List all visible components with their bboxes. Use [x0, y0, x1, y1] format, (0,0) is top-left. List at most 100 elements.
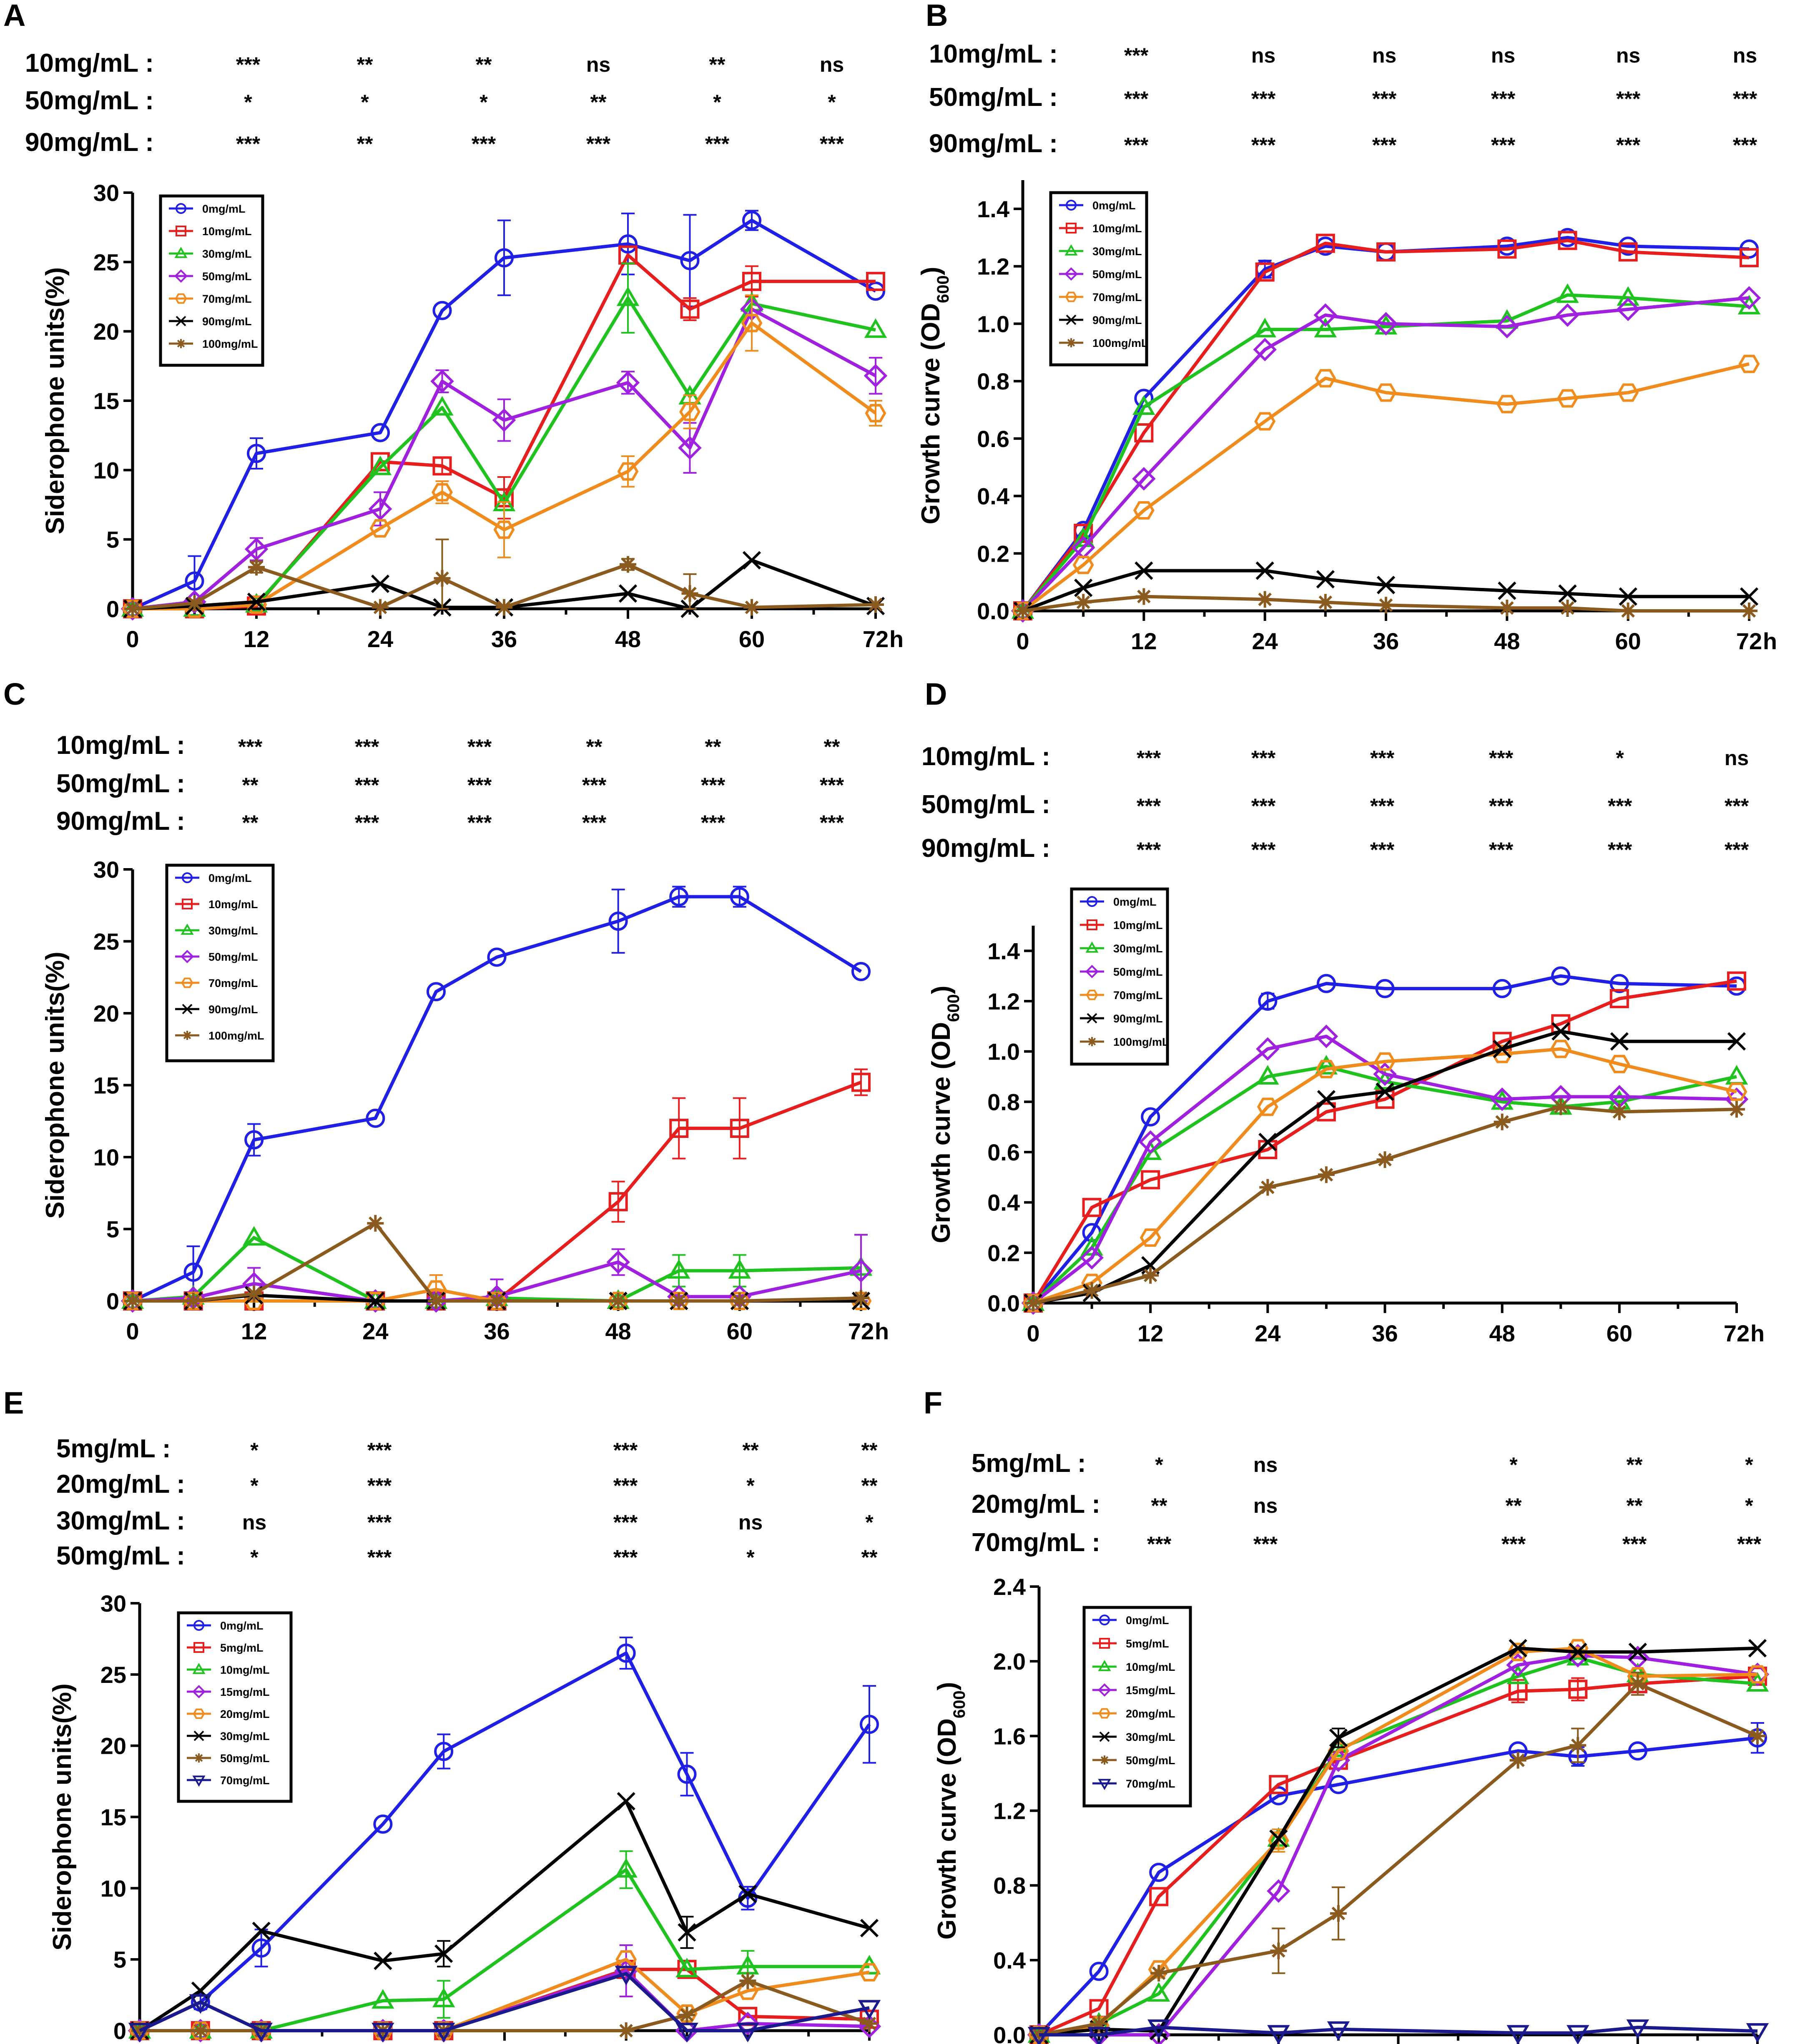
y-tick-label: 0.8: [977, 368, 1009, 394]
significance-row-label: 50mg/mL :: [929, 83, 1058, 112]
data-point: [432, 483, 453, 502]
data-point: [1556, 283, 1579, 303]
series-line: [1038, 1736, 1758, 2036]
data-point: [372, 1989, 394, 2009]
y-tick-label: 30: [93, 180, 119, 206]
data-point: [1495, 314, 1519, 339]
data-point: [1080, 1246, 1104, 1270]
data-point: [1376, 1151, 1393, 1168]
y-tick-label: 0.4: [987, 1190, 1020, 1216]
data-point: [1014, 603, 1031, 619]
y-tick-label: 0.0: [977, 598, 1009, 624]
data-point: [189, 1994, 212, 2014]
data-point: [670, 1293, 688, 1309]
data-point: [1142, 1267, 1159, 1284]
significance-mark: ***: [355, 811, 379, 834]
data-point: [743, 599, 760, 616]
data-point: [1316, 570, 1335, 589]
significance-mark: ***: [820, 811, 844, 834]
series-line: [133, 1221, 861, 1303]
significance-mark: ***: [1251, 746, 1276, 770]
y-tick-label: 5: [106, 527, 119, 553]
data-point: [1315, 234, 1335, 253]
data-point: [1376, 242, 1396, 262]
legend-label: 90mg/mL: [1113, 1012, 1163, 1025]
x-tick-label: 0: [1027, 1320, 1039, 1346]
data-point: [493, 520, 515, 539]
data-point: [1497, 239, 1517, 259]
significance-mark: ***: [236, 132, 261, 156]
legend-label: 30mg/mL: [208, 924, 258, 937]
x-tick-label: 24: [1255, 1320, 1280, 1346]
y-tick-label: 2.4: [993, 1574, 1026, 1600]
significance-mark: ***: [1491, 87, 1516, 110]
significance-mark: *: [865, 1511, 874, 1534]
legend-swatch-marker: [1100, 1755, 1109, 1765]
legend-label: 30mg/mL: [220, 1730, 270, 1743]
data-point: [606, 1250, 630, 1274]
data-point: [1255, 262, 1275, 282]
data-point: [1628, 1642, 1647, 1661]
data-point: [1256, 591, 1273, 608]
panel-B: B 10mg/mL : *** ns ns ns ns ns 50mg/mL : *** *** **…: [916, 0, 1777, 654]
data-point: [1253, 338, 1277, 362]
legend-swatch-marker: [192, 1775, 206, 1787]
data-point: [1134, 423, 1154, 443]
legend-box: [1049, 191, 1148, 367]
significance-mark: **: [705, 735, 721, 758]
data-point: [1556, 303, 1579, 327]
legend-label: 0mg/mL: [1126, 1614, 1169, 1627]
data-point: [1375, 383, 1397, 402]
data-point: [615, 1858, 638, 1878]
data-point: [616, 1643, 636, 1663]
significance-mark: ***: [1370, 838, 1395, 861]
x-tick-label: 36: [484, 1318, 510, 1344]
y-axis-title-close: ): [933, 1682, 962, 1691]
legend-label: 100mg/mL: [1113, 1036, 1169, 1048]
significance-mark: ***: [467, 773, 492, 797]
data-point: [1082, 1198, 1102, 1217]
data-point: [859, 1963, 880, 1981]
significance-mark: ns: [1725, 746, 1749, 770]
data-point: [867, 596, 884, 613]
y-axis-title-close: ): [916, 267, 945, 276]
legend-label: 90mg/mL: [202, 315, 252, 328]
significance-mark: ***: [467, 735, 492, 758]
legend-label: 10mg/mL: [202, 225, 252, 238]
significance-mark: *: [250, 1474, 259, 1497]
y-tick-label: 0.2: [987, 1240, 1020, 1266]
data-point: [617, 1792, 635, 1811]
data-point: [1746, 2023, 1769, 2043]
legend-label: 30mg/mL: [202, 248, 252, 260]
series-line: [1033, 1105, 1737, 1305]
panel-letter: D: [925, 677, 947, 711]
data-point: [1618, 242, 1638, 262]
x-tick-label: 12: [1131, 628, 1157, 654]
legend: 0mg/mL 5mg/mL 10mg/mL 15mg/mL 20mg/mL 30mg/mL…: [177, 1611, 293, 1803]
series-line: [1022, 595, 1749, 613]
y-tick-label: 20: [93, 319, 119, 345]
significance-mark: **: [861, 1439, 878, 1462]
legend-swatch-marker: [180, 949, 194, 964]
significance-mark: ***: [367, 1546, 392, 1569]
y-tick-label: 0: [106, 1288, 119, 1314]
data-point: [741, 314, 763, 332]
series-line: [140, 1968, 870, 2032]
data-point: [1619, 587, 1637, 606]
legend-label: 70mg/mL: [202, 293, 252, 305]
series-70mg/mL: [1022, 1040, 1747, 1313]
data-point: [366, 1291, 385, 1311]
significance-mark: ***: [613, 1439, 638, 1462]
legend-swatch-marker: [1085, 941, 1099, 953]
series-line: [1039, 1654, 1758, 2036]
data-point: [680, 299, 700, 319]
legend-swatch-marker: [194, 1753, 203, 1763]
significance-row-label: 90mg/mL :: [921, 834, 1050, 863]
legend: 0mg/mL 10mg/mL 30mg/mL 50mg/mL 70mg/mL 90mg/m…: [165, 864, 275, 1062]
series-line: [1039, 2026, 1758, 2036]
data-point: [736, 2023, 759, 2042]
y-axis-title-main: Siderophone units(%): [41, 267, 70, 535]
data-point: [1317, 594, 1334, 611]
legend-swatch-marker: [192, 1685, 206, 1699]
